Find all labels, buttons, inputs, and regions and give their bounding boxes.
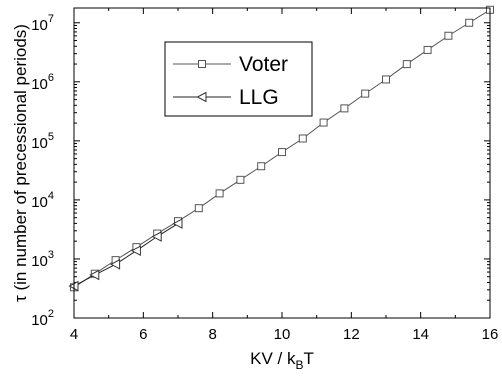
x-tick-label: 6	[139, 326, 147, 343]
data-point-voter	[319, 118, 328, 127]
y-tick-label-base: 10	[31, 253, 48, 270]
y-tick-label-exponent: 2	[48, 308, 54, 320]
legend-item-llg: LLG	[173, 86, 279, 109]
data-point-voter	[215, 189, 224, 198]
data-point-voter	[194, 204, 203, 213]
y-tick-label-exponent: 3	[48, 249, 54, 261]
x-axis-label-main: KV / k	[250, 349, 296, 368]
y-tick-label-base: 10	[31, 312, 48, 329]
y-tick-label-base: 10	[31, 76, 48, 93]
y-tick-label: 106	[31, 72, 54, 93]
y-tick-label-base: 10	[31, 17, 48, 34]
y-tick-label-exponent: 6	[48, 72, 54, 84]
legend-marker	[196, 91, 207, 103]
legend-item-voter: Voter	[173, 53, 288, 76]
x-axis-label-sub: B	[295, 358, 303, 372]
legend: Voter LLG	[164, 41, 313, 117]
data-point-voter	[444, 31, 453, 40]
y-tick-label-exponent: 5	[48, 131, 54, 143]
data-point-voter	[402, 60, 411, 69]
data-point-voter	[382, 75, 390, 84]
x-tick-label: 16	[482, 326, 499, 343]
x-tick-label: 14	[412, 326, 429, 343]
y-tick-label-exponent: 7	[48, 13, 54, 25]
data-point-llg	[110, 258, 121, 270]
data-point-voter	[236, 175, 245, 184]
x-tick-label: 10	[274, 326, 291, 343]
data-point-voter	[465, 18, 474, 27]
y-tick-label: 103	[31, 249, 54, 270]
data-point-voter	[361, 89, 370, 98]
y-tick-label-base: 10	[31, 194, 48, 211]
data-point-voter	[423, 45, 432, 54]
x-tick-label: 12	[343, 326, 360, 343]
y-tick-label: 102	[31, 308, 54, 329]
legend-label: LLG	[239, 86, 279, 109]
data-point-llg	[172, 218, 183, 229]
x-tick-labels: 4 6 8 10 12 14 16	[70, 326, 499, 343]
y-tick-label: 105	[31, 131, 54, 152]
y-tick-label-base: 10	[31, 135, 48, 152]
series-llg	[68, 218, 183, 292]
x-axis-label-tail: T	[303, 349, 313, 368]
y-axis-label: τ (in number of precessional periods)	[11, 24, 30, 302]
legend-marker	[198, 60, 206, 68]
y-tick-label: 104	[31, 190, 54, 211]
y-tick-label-exponent: 4	[48, 190, 54, 202]
data-point-voter	[257, 162, 266, 171]
x-tick-label: 4	[70, 326, 78, 343]
data-point-voter	[278, 148, 286, 157]
data-point-llg	[89, 269, 100, 281]
data-point-llg	[151, 231, 162, 242]
x-axis-label: KV / kBT	[250, 349, 314, 372]
data-point-voter	[340, 104, 349, 113]
y-tick-label: 107	[31, 13, 54, 34]
legend-label: Voter	[239, 53, 288, 76]
plot-frame	[73, 7, 491, 319]
x-tick-label: 8	[208, 326, 216, 343]
data-point-llg	[130, 245, 141, 257]
legend-box	[164, 41, 313, 117]
data-point-voter	[298, 134, 307, 143]
